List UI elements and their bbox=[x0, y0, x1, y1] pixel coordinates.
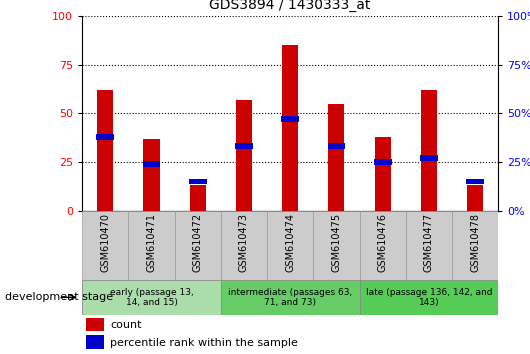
Text: percentile rank within the sample: percentile rank within the sample bbox=[110, 338, 298, 348]
Bar bbox=[144, 138, 160, 211]
Text: GSM610474: GSM610474 bbox=[285, 213, 295, 272]
Bar bbox=[328, 143, 346, 149]
Bar bbox=[466, 178, 484, 184]
Text: intermediate (passages 63,
71, and 73): intermediate (passages 63, 71, and 73) bbox=[228, 288, 352, 307]
Bar bbox=[406, 211, 452, 280]
Bar bbox=[421, 90, 437, 211]
Bar bbox=[375, 137, 391, 211]
Bar bbox=[189, 178, 207, 184]
Bar bbox=[420, 155, 438, 161]
Bar bbox=[190, 185, 206, 211]
Bar bbox=[313, 211, 359, 280]
Bar bbox=[86, 318, 104, 331]
Bar bbox=[328, 103, 344, 211]
Title: GDS3894 / 1430333_at: GDS3894 / 1430333_at bbox=[209, 0, 371, 12]
Text: GSM610476: GSM610476 bbox=[378, 213, 387, 272]
Bar bbox=[235, 143, 253, 149]
Bar bbox=[359, 211, 406, 280]
Text: GSM610472: GSM610472 bbox=[193, 213, 202, 272]
Bar bbox=[281, 116, 299, 122]
Text: GSM610471: GSM610471 bbox=[146, 213, 156, 272]
Text: count: count bbox=[110, 320, 142, 330]
Text: late (passage 136, 142, and
143): late (passage 136, 142, and 143) bbox=[366, 288, 492, 307]
Bar bbox=[221, 280, 359, 315]
Bar bbox=[86, 335, 104, 349]
Text: GSM610475: GSM610475 bbox=[331, 213, 341, 272]
Text: early (passage 13,
14, and 15): early (passage 13, 14, and 15) bbox=[110, 288, 193, 307]
Bar bbox=[374, 159, 392, 165]
Bar bbox=[82, 211, 128, 280]
Text: development stage: development stage bbox=[5, 292, 113, 302]
Text: GSM610478: GSM610478 bbox=[470, 213, 480, 272]
Text: GSM610477: GSM610477 bbox=[424, 213, 434, 272]
Bar bbox=[96, 134, 114, 139]
Bar bbox=[174, 211, 221, 280]
Bar bbox=[143, 161, 161, 167]
Bar bbox=[128, 211, 174, 280]
Bar bbox=[359, 280, 498, 315]
Text: GSM610473: GSM610473 bbox=[239, 213, 249, 272]
Bar bbox=[82, 280, 221, 315]
Bar bbox=[267, 211, 313, 280]
Bar bbox=[467, 185, 483, 211]
Bar bbox=[97, 90, 113, 211]
Bar bbox=[221, 211, 267, 280]
Text: GSM610470: GSM610470 bbox=[100, 213, 110, 272]
Bar bbox=[452, 211, 498, 280]
Bar bbox=[282, 45, 298, 211]
Bar bbox=[236, 99, 252, 211]
